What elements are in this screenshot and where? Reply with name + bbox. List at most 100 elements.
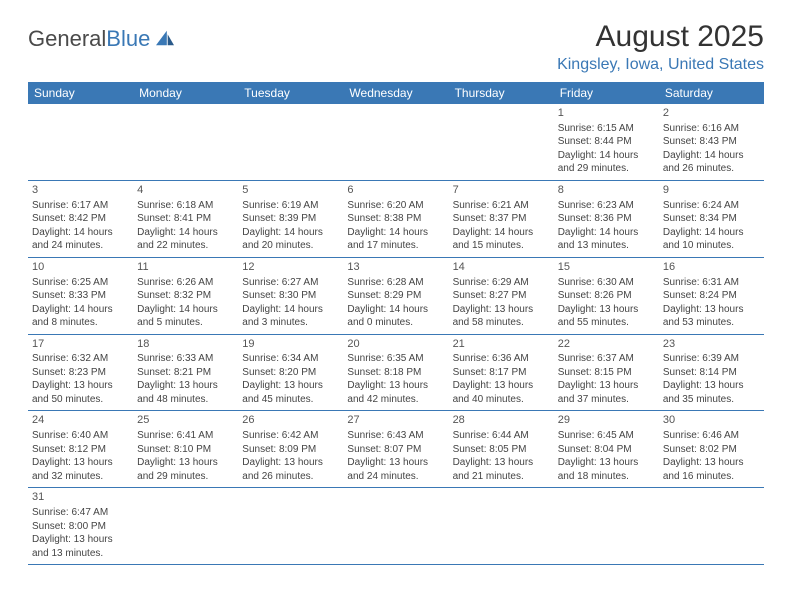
calendar-day-cell: 18Sunrise: 6:33 AMSunset: 8:21 PMDayligh…	[133, 334, 238, 411]
calendar-row: 24Sunrise: 6:40 AMSunset: 8:12 PMDayligh…	[28, 411, 764, 488]
daylight-line: Daylight: 14 hours and 10 minutes.	[663, 226, 760, 253]
sunrise-line: Sunrise: 6:26 AM	[137, 276, 234, 290]
day-number: 6	[347, 183, 444, 198]
calendar-row: 10Sunrise: 6:25 AMSunset: 8:33 PMDayligh…	[28, 257, 764, 334]
sunrise-line: Sunrise: 6:42 AM	[242, 429, 339, 443]
calendar-empty-cell	[133, 104, 238, 180]
daylight-line: Daylight: 13 hours and 37 minutes.	[558, 379, 655, 406]
sunrise-line: Sunrise: 6:45 AM	[558, 429, 655, 443]
calendar-empty-cell	[238, 488, 343, 565]
calendar-day-cell: 23Sunrise: 6:39 AMSunset: 8:14 PMDayligh…	[659, 334, 764, 411]
daylight-line: Daylight: 13 hours and 24 minutes.	[347, 456, 444, 483]
sunrise-line: Sunrise: 6:23 AM	[558, 199, 655, 213]
daylight-line: Daylight: 13 hours and 53 minutes.	[663, 303, 760, 330]
sunrise-line: Sunrise: 6:28 AM	[347, 276, 444, 290]
calendar-empty-cell	[343, 104, 448, 180]
sunset-line: Sunset: 8:24 PM	[663, 289, 760, 303]
calendar-day-cell: 30Sunrise: 6:46 AMSunset: 8:02 PMDayligh…	[659, 411, 764, 488]
sunrise-line: Sunrise: 6:33 AM	[137, 352, 234, 366]
logo-text-general: General	[28, 26, 106, 51]
daylight-line: Daylight: 14 hours and 20 minutes.	[242, 226, 339, 253]
sunrise-line: Sunrise: 6:47 AM	[32, 506, 129, 520]
day-number: 29	[558, 413, 655, 428]
sunset-line: Sunset: 8:27 PM	[453, 289, 550, 303]
calendar-empty-cell	[343, 488, 448, 565]
sunrise-line: Sunrise: 6:32 AM	[32, 352, 129, 366]
calendar-day-cell: 1Sunrise: 6:15 AMSunset: 8:44 PMDaylight…	[554, 104, 659, 180]
sunset-line: Sunset: 8:30 PM	[242, 289, 339, 303]
calendar-row: 31Sunrise: 6:47 AMSunset: 8:00 PMDayligh…	[28, 488, 764, 565]
sunrise-line: Sunrise: 6:37 AM	[558, 352, 655, 366]
sunset-line: Sunset: 8:05 PM	[453, 443, 550, 457]
sunset-line: Sunset: 8:09 PM	[242, 443, 339, 457]
weekday-header: Sunday	[28, 82, 133, 104]
sunrise-line: Sunrise: 6:17 AM	[32, 199, 129, 213]
sunset-line: Sunset: 8:18 PM	[347, 366, 444, 380]
header: GeneralBlue August 2025 Kingsley, Iowa, …	[28, 20, 764, 74]
calendar-day-cell: 3Sunrise: 6:17 AMSunset: 8:42 PMDaylight…	[28, 180, 133, 257]
day-number: 20	[347, 337, 444, 352]
weekday-header: Saturday	[659, 82, 764, 104]
day-number: 30	[663, 413, 760, 428]
sunset-line: Sunset: 8:39 PM	[242, 212, 339, 226]
daylight-line: Daylight: 14 hours and 13 minutes.	[558, 226, 655, 253]
day-number: 3	[32, 183, 129, 198]
logo: GeneralBlue	[28, 26, 176, 52]
calendar-day-cell: 27Sunrise: 6:43 AMSunset: 8:07 PMDayligh…	[343, 411, 448, 488]
daylight-line: Daylight: 13 hours and 16 minutes.	[663, 456, 760, 483]
sunset-line: Sunset: 8:32 PM	[137, 289, 234, 303]
sunrise-line: Sunrise: 6:24 AM	[663, 199, 760, 213]
sunset-line: Sunset: 8:33 PM	[32, 289, 129, 303]
sunset-line: Sunset: 8:15 PM	[558, 366, 655, 380]
daylight-line: Daylight: 13 hours and 35 minutes.	[663, 379, 760, 406]
calendar-empty-cell	[659, 488, 764, 565]
day-number: 8	[558, 183, 655, 198]
daylight-line: Daylight: 14 hours and 24 minutes.	[32, 226, 129, 253]
calendar-row: 1Sunrise: 6:15 AMSunset: 8:44 PMDaylight…	[28, 104, 764, 180]
sunset-line: Sunset: 8:43 PM	[663, 135, 760, 149]
daylight-line: Daylight: 14 hours and 8 minutes.	[32, 303, 129, 330]
calendar-day-cell: 29Sunrise: 6:45 AMSunset: 8:04 PMDayligh…	[554, 411, 659, 488]
sunset-line: Sunset: 8:02 PM	[663, 443, 760, 457]
daylight-line: Daylight: 14 hours and 17 minutes.	[347, 226, 444, 253]
calendar-body: 1Sunrise: 6:15 AMSunset: 8:44 PMDaylight…	[28, 104, 764, 565]
weekday-header: Tuesday	[238, 82, 343, 104]
daylight-line: Daylight: 13 hours and 55 minutes.	[558, 303, 655, 330]
weekday-header: Monday	[133, 82, 238, 104]
sunset-line: Sunset: 8:34 PM	[663, 212, 760, 226]
sunrise-line: Sunrise: 6:41 AM	[137, 429, 234, 443]
sunrise-line: Sunrise: 6:43 AM	[347, 429, 444, 443]
calendar-day-cell: 15Sunrise: 6:30 AMSunset: 8:26 PMDayligh…	[554, 257, 659, 334]
sunset-line: Sunset: 8:00 PM	[32, 520, 129, 534]
sunrise-line: Sunrise: 6:39 AM	[663, 352, 760, 366]
calendar-day-cell: 7Sunrise: 6:21 AMSunset: 8:37 PMDaylight…	[449, 180, 554, 257]
calendar-empty-cell	[554, 488, 659, 565]
calendar-empty-cell	[238, 104, 343, 180]
day-number: 27	[347, 413, 444, 428]
calendar-day-cell: 25Sunrise: 6:41 AMSunset: 8:10 PMDayligh…	[133, 411, 238, 488]
day-number: 12	[242, 260, 339, 275]
sunrise-line: Sunrise: 6:30 AM	[558, 276, 655, 290]
daylight-line: Daylight: 14 hours and 0 minutes.	[347, 303, 444, 330]
calendar-day-cell: 16Sunrise: 6:31 AMSunset: 8:24 PMDayligh…	[659, 257, 764, 334]
sunrise-line: Sunrise: 6:20 AM	[347, 199, 444, 213]
day-number: 18	[137, 337, 234, 352]
calendar-day-cell: 17Sunrise: 6:32 AMSunset: 8:23 PMDayligh…	[28, 334, 133, 411]
day-number: 24	[32, 413, 129, 428]
calendar-day-cell: 24Sunrise: 6:40 AMSunset: 8:12 PMDayligh…	[28, 411, 133, 488]
daylight-line: Daylight: 13 hours and 26 minutes.	[242, 456, 339, 483]
sunset-line: Sunset: 8:21 PM	[137, 366, 234, 380]
sunrise-line: Sunrise: 6:46 AM	[663, 429, 760, 443]
calendar-day-cell: 10Sunrise: 6:25 AMSunset: 8:33 PMDayligh…	[28, 257, 133, 334]
location-label: Kingsley, Iowa, United States	[557, 56, 764, 74]
day-number: 25	[137, 413, 234, 428]
sunset-line: Sunset: 8:14 PM	[663, 366, 760, 380]
weekday-header: Thursday	[449, 82, 554, 104]
calendar-day-cell: 26Sunrise: 6:42 AMSunset: 8:09 PMDayligh…	[238, 411, 343, 488]
day-number: 14	[453, 260, 550, 275]
daylight-line: Daylight: 13 hours and 48 minutes.	[137, 379, 234, 406]
sunrise-line: Sunrise: 6:36 AM	[453, 352, 550, 366]
day-number: 2	[663, 106, 760, 121]
calendar-day-cell: 28Sunrise: 6:44 AMSunset: 8:05 PMDayligh…	[449, 411, 554, 488]
calendar-day-cell: 12Sunrise: 6:27 AMSunset: 8:30 PMDayligh…	[238, 257, 343, 334]
